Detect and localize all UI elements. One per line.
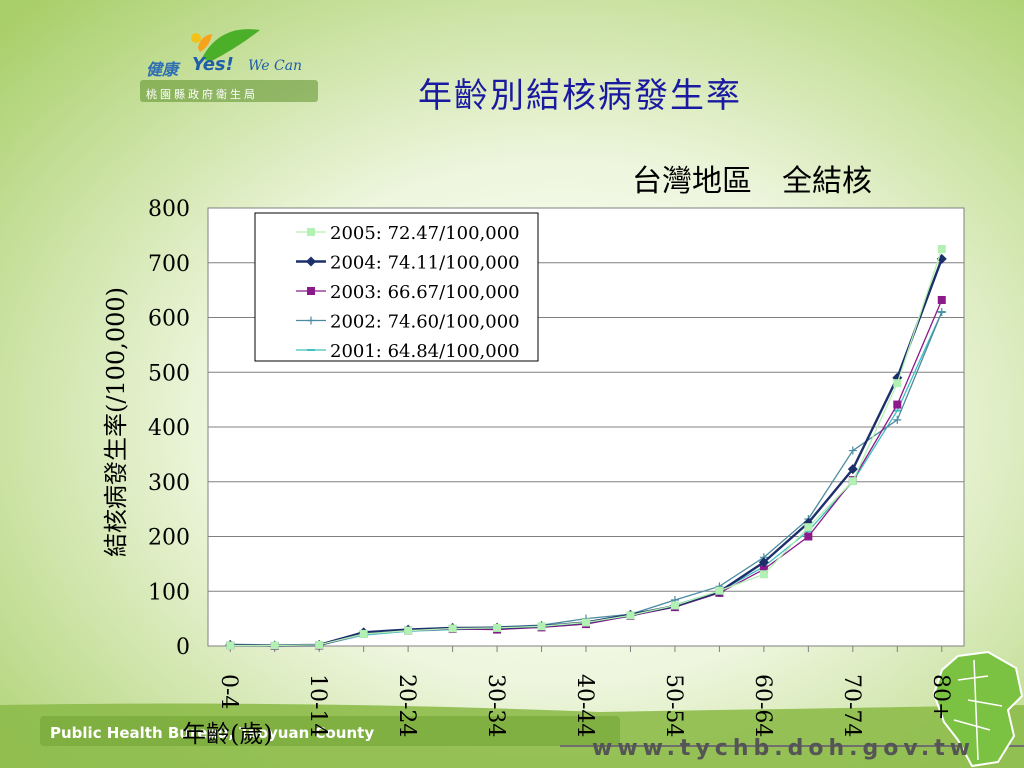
taoyuan-map-icon xyxy=(932,650,1024,768)
y-tick-label: 0 xyxy=(176,635,190,660)
footer-website-url[interactable]: www.tychb.doh.gov.tw xyxy=(592,736,976,761)
data-point xyxy=(537,622,546,631)
series-line-group xyxy=(226,245,946,650)
y-tick-label: 300 xyxy=(148,471,190,496)
y-tick-label: 700 xyxy=(148,252,190,277)
legend-entry: 2004: 74.11/100,000 xyxy=(296,253,520,274)
data-point xyxy=(493,623,502,632)
x-tick-label: 20-24 xyxy=(394,674,419,737)
x-tick-label: 70-74 xyxy=(839,674,864,737)
data-point xyxy=(758,557,769,568)
x-tick-label: 80+ xyxy=(928,674,953,720)
data-point xyxy=(315,640,324,649)
y-tick-label: 400 xyxy=(148,416,190,441)
y-tick-label: 600 xyxy=(148,307,190,332)
x-tick-label: 40-44 xyxy=(572,674,597,737)
y-tick-label: 200 xyxy=(148,526,190,551)
legend-label: 2003: 66.67/100,000 xyxy=(330,282,520,303)
data-point xyxy=(404,626,413,635)
legend-label: 2005: 72.47/100,000 xyxy=(330,223,520,244)
x-tick-label: 10-14 xyxy=(305,674,330,737)
data-point xyxy=(226,641,235,650)
y-axis-title: 結核病發生率(/100,000) xyxy=(102,286,130,558)
data-point xyxy=(937,245,946,254)
logo-yes-text: Yes! xyxy=(192,54,234,75)
legend-label: 2004: 74.11/100,000 xyxy=(330,253,520,274)
data-point xyxy=(848,477,857,486)
data-point xyxy=(307,228,315,236)
data-point xyxy=(626,611,635,620)
legend-entry: 2002: 74.60/100,000 xyxy=(296,312,520,333)
legend-label: 2001: 64.84/100,000 xyxy=(330,341,520,362)
x-axis-title: 年齡(歲) xyxy=(182,720,273,748)
data-point xyxy=(893,415,902,424)
legend-entry: 2001: 64.84/100,000 xyxy=(296,341,520,362)
chart-subtitle: 台灣地區 全結核 xyxy=(632,164,872,199)
data-point xyxy=(715,586,724,595)
footer-bureau-text: Public Health Bureau, Taoyuan County xyxy=(50,724,375,742)
y-axis-title-wrap: 結核病發生率(/100,000) xyxy=(96,282,136,562)
data-point xyxy=(359,629,368,638)
slide-title: 年齡別結核病發生率 xyxy=(418,76,742,116)
y-tick-label: 100 xyxy=(148,580,190,605)
data-point xyxy=(804,532,813,541)
logo-brand-text: 健康 xyxy=(146,60,179,79)
data-point xyxy=(937,308,946,317)
data-point xyxy=(848,446,857,455)
data-point xyxy=(307,287,315,295)
data-point xyxy=(448,624,457,633)
bureau-logo xyxy=(140,29,318,102)
data-point xyxy=(582,618,590,627)
logo-wecan-text: We Can xyxy=(248,58,303,74)
data-point xyxy=(759,570,768,579)
data-point xyxy=(306,256,316,267)
y-tick-label: 500 xyxy=(148,361,190,386)
x-tick-label: 0-4 xyxy=(216,674,241,709)
x-tick-label: 50-54 xyxy=(661,674,686,737)
data-point xyxy=(307,316,315,325)
y-tick-label: 800 xyxy=(148,197,190,222)
data-point xyxy=(893,400,902,409)
legend-entry: 2005: 72.47/100,000 xyxy=(296,223,520,244)
data-point xyxy=(804,523,813,532)
legend-entry: 2003: 66.67/100,000 xyxy=(296,282,520,303)
data-point xyxy=(670,601,679,610)
x-tick-label: 30-34 xyxy=(483,674,508,737)
data-point xyxy=(847,464,858,475)
legend-label: 2002: 74.60/100,000 xyxy=(330,312,520,333)
data-point xyxy=(270,641,279,650)
x-tick-label: 60-64 xyxy=(750,674,775,737)
data-point xyxy=(937,295,946,304)
legend-box xyxy=(254,212,539,362)
data-point xyxy=(893,379,902,388)
logo-subtitle: 桃園縣政府衛生局 xyxy=(146,88,258,101)
